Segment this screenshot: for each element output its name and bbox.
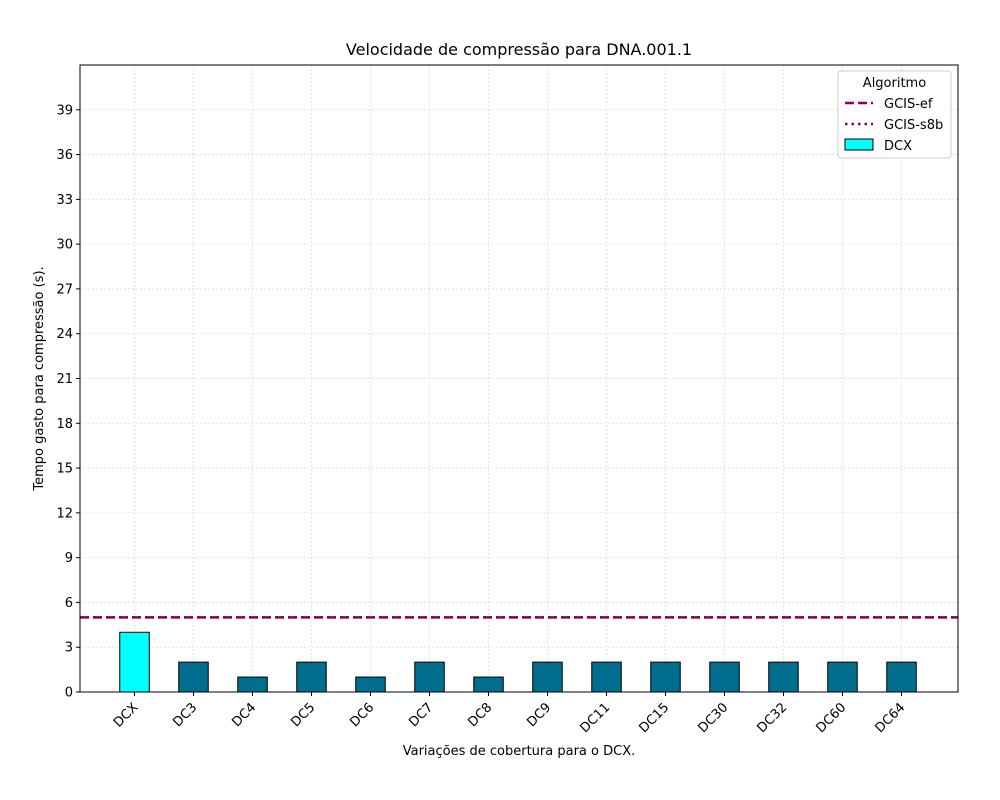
legend-gcis-s8b-label: GCIS-s8b	[884, 118, 943, 133]
y-axis-title: Tempo gasto para compressão (s).	[32, 266, 47, 491]
bar-dcx	[119, 631, 150, 693]
y-tick-label: 18	[56, 417, 73, 432]
y-tick-label: 30	[56, 238, 73, 253]
x-tick-label: DC32	[755, 700, 791, 736]
bar-dc32	[768, 661, 799, 693]
x-tick-label: DC11	[578, 700, 614, 736]
bar-dc64	[886, 661, 917, 693]
y-tick-label: 0	[65, 686, 73, 701]
y-tick-label: 12	[56, 506, 73, 521]
y-tick-label: 15	[56, 462, 73, 477]
chart-title: Velocidade de compressão para DNA.001.1	[346, 40, 692, 59]
x-tick-label: DC4	[229, 700, 259, 730]
x-tick-label: DC64	[873, 700, 909, 736]
x-tick-label: DC8	[465, 700, 495, 730]
bar-dc7	[414, 661, 445, 693]
bar-dc60	[827, 661, 858, 693]
y-tick-label: 27	[56, 282, 73, 297]
bar-dc9	[532, 661, 563, 693]
x-tick-label: DC60	[814, 700, 850, 736]
legend: Algoritmo GCIS-ef GCIS-s8b DCX	[837, 70, 952, 159]
x-axis-title: Variações de cobertura para o DCX.	[403, 744, 636, 759]
y-tick-label: 3	[65, 641, 73, 656]
grid	[80, 65, 958, 693]
x-tick-label: DC5	[288, 700, 318, 730]
y-tick-label: 6	[65, 596, 73, 611]
bar-dc3	[178, 661, 209, 693]
x-tick-label: DCX	[111, 700, 141, 730]
x-tick-label: DC15	[637, 700, 673, 736]
bar-dc30	[709, 661, 740, 693]
x-tick-label: DC6	[347, 700, 377, 730]
x-tick-label: DC3	[170, 700, 200, 730]
bar-dc6	[355, 676, 386, 693]
legend-dcx-swatch	[844, 138, 874, 151]
bar-dc15	[650, 661, 681, 693]
bar-dc8	[473, 676, 504, 693]
y-tick-label: 21	[56, 372, 73, 387]
y-tick-label: 9	[65, 551, 73, 566]
x-tick-label: DC30	[696, 700, 732, 736]
legend-title: Algoritmo	[863, 76, 926, 91]
x-axis: DCX DC3 DC4 DC5 DC6 DC7 DC8 DC9 DC11 DC15 DC30 DC32…	[111, 692, 908, 736]
y-tick-label: 39	[56, 103, 73, 118]
plot-frame	[79, 64, 959, 693]
y-tick-label: 24	[56, 327, 73, 342]
bar-dc4	[237, 676, 268, 693]
bars	[119, 631, 917, 693]
bar-dc11	[591, 661, 622, 693]
legend-gcis-ef-label: GCIS-ef	[884, 97, 933, 112]
legend-dcx-label: DCX	[884, 139, 912, 154]
y-tick-label: 36	[56, 148, 73, 163]
y-tick-label: 33	[56, 193, 73, 208]
legend-box	[837, 70, 952, 159]
x-tick-label: DC9	[524, 700, 554, 730]
x-tick-label: DC7	[406, 700, 436, 730]
bar-dc5	[296, 661, 327, 693]
